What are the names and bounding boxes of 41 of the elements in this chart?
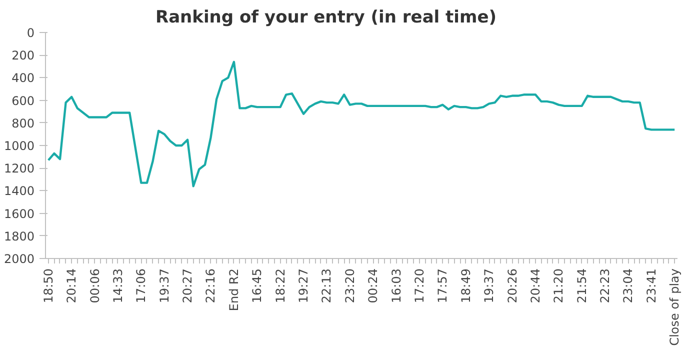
x-tick-label: 20:26	[505, 268, 520, 304]
y-tick-label: 800	[12, 116, 34, 130]
x-tick-label: 19:37	[157, 268, 172, 304]
y-tick-label: 2000	[4, 252, 35, 266]
y-tick-label: 0	[26, 26, 35, 40]
x-tick-label: 22:13	[320, 268, 334, 304]
x-tick-label: 00:24	[366, 268, 380, 304]
x-tick-label: 19:27	[296, 268, 311, 304]
x-tick-label: 16:03	[389, 268, 404, 304]
chart-title: Ranking of your entry (in real time)	[156, 8, 497, 28]
x-tick-label: 23:20	[342, 268, 357, 304]
x-tick-label: 21:20	[552, 268, 566, 304]
x-tick-label: End R2	[226, 268, 241, 312]
x-tick-label: 17:06	[134, 268, 148, 304]
y-tick-label: 1800	[4, 229, 35, 244]
x-tick-label: 23:04	[621, 268, 636, 304]
y-tick-label: 400	[12, 71, 34, 86]
line-series	[47, 60, 676, 188]
y-tick-label: 1200	[4, 162, 35, 176]
x-tick-label: 18:22	[273, 268, 288, 304]
x-tick-label: 18:49	[458, 268, 473, 304]
y-tick-label: 600	[12, 94, 34, 108]
y-tick-label: 1000	[4, 139, 35, 153]
x-tick-label: 22:23	[598, 268, 612, 304]
x-tick-label: 16:45	[250, 268, 264, 304]
x-tick-label: Close of play	[668, 268, 682, 346]
x-tick-label: 23:41	[644, 268, 658, 304]
x-tick-label: 17:20	[412, 268, 426, 304]
y-tick-label: 200	[12, 48, 34, 63]
x-tick-label: 00:06	[88, 268, 102, 304]
x-tick-label: 20:27	[180, 268, 195, 304]
x-tick-label: 14:33	[110, 268, 125, 304]
x-tick-label: 18:50	[41, 268, 56, 304]
x-tick-label: 22:16	[204, 268, 218, 304]
y-tick-label: 1600	[4, 206, 35, 221]
x-tick-label: 17:57	[436, 268, 450, 304]
x-tick-label: 19:37	[482, 268, 496, 304]
x-tick-label: 20:44	[528, 268, 542, 304]
y-tick-label: 1400	[4, 184, 35, 198]
x-tick-label: 20:14	[64, 268, 79, 304]
x-tick-label: 21:54	[574, 268, 589, 304]
